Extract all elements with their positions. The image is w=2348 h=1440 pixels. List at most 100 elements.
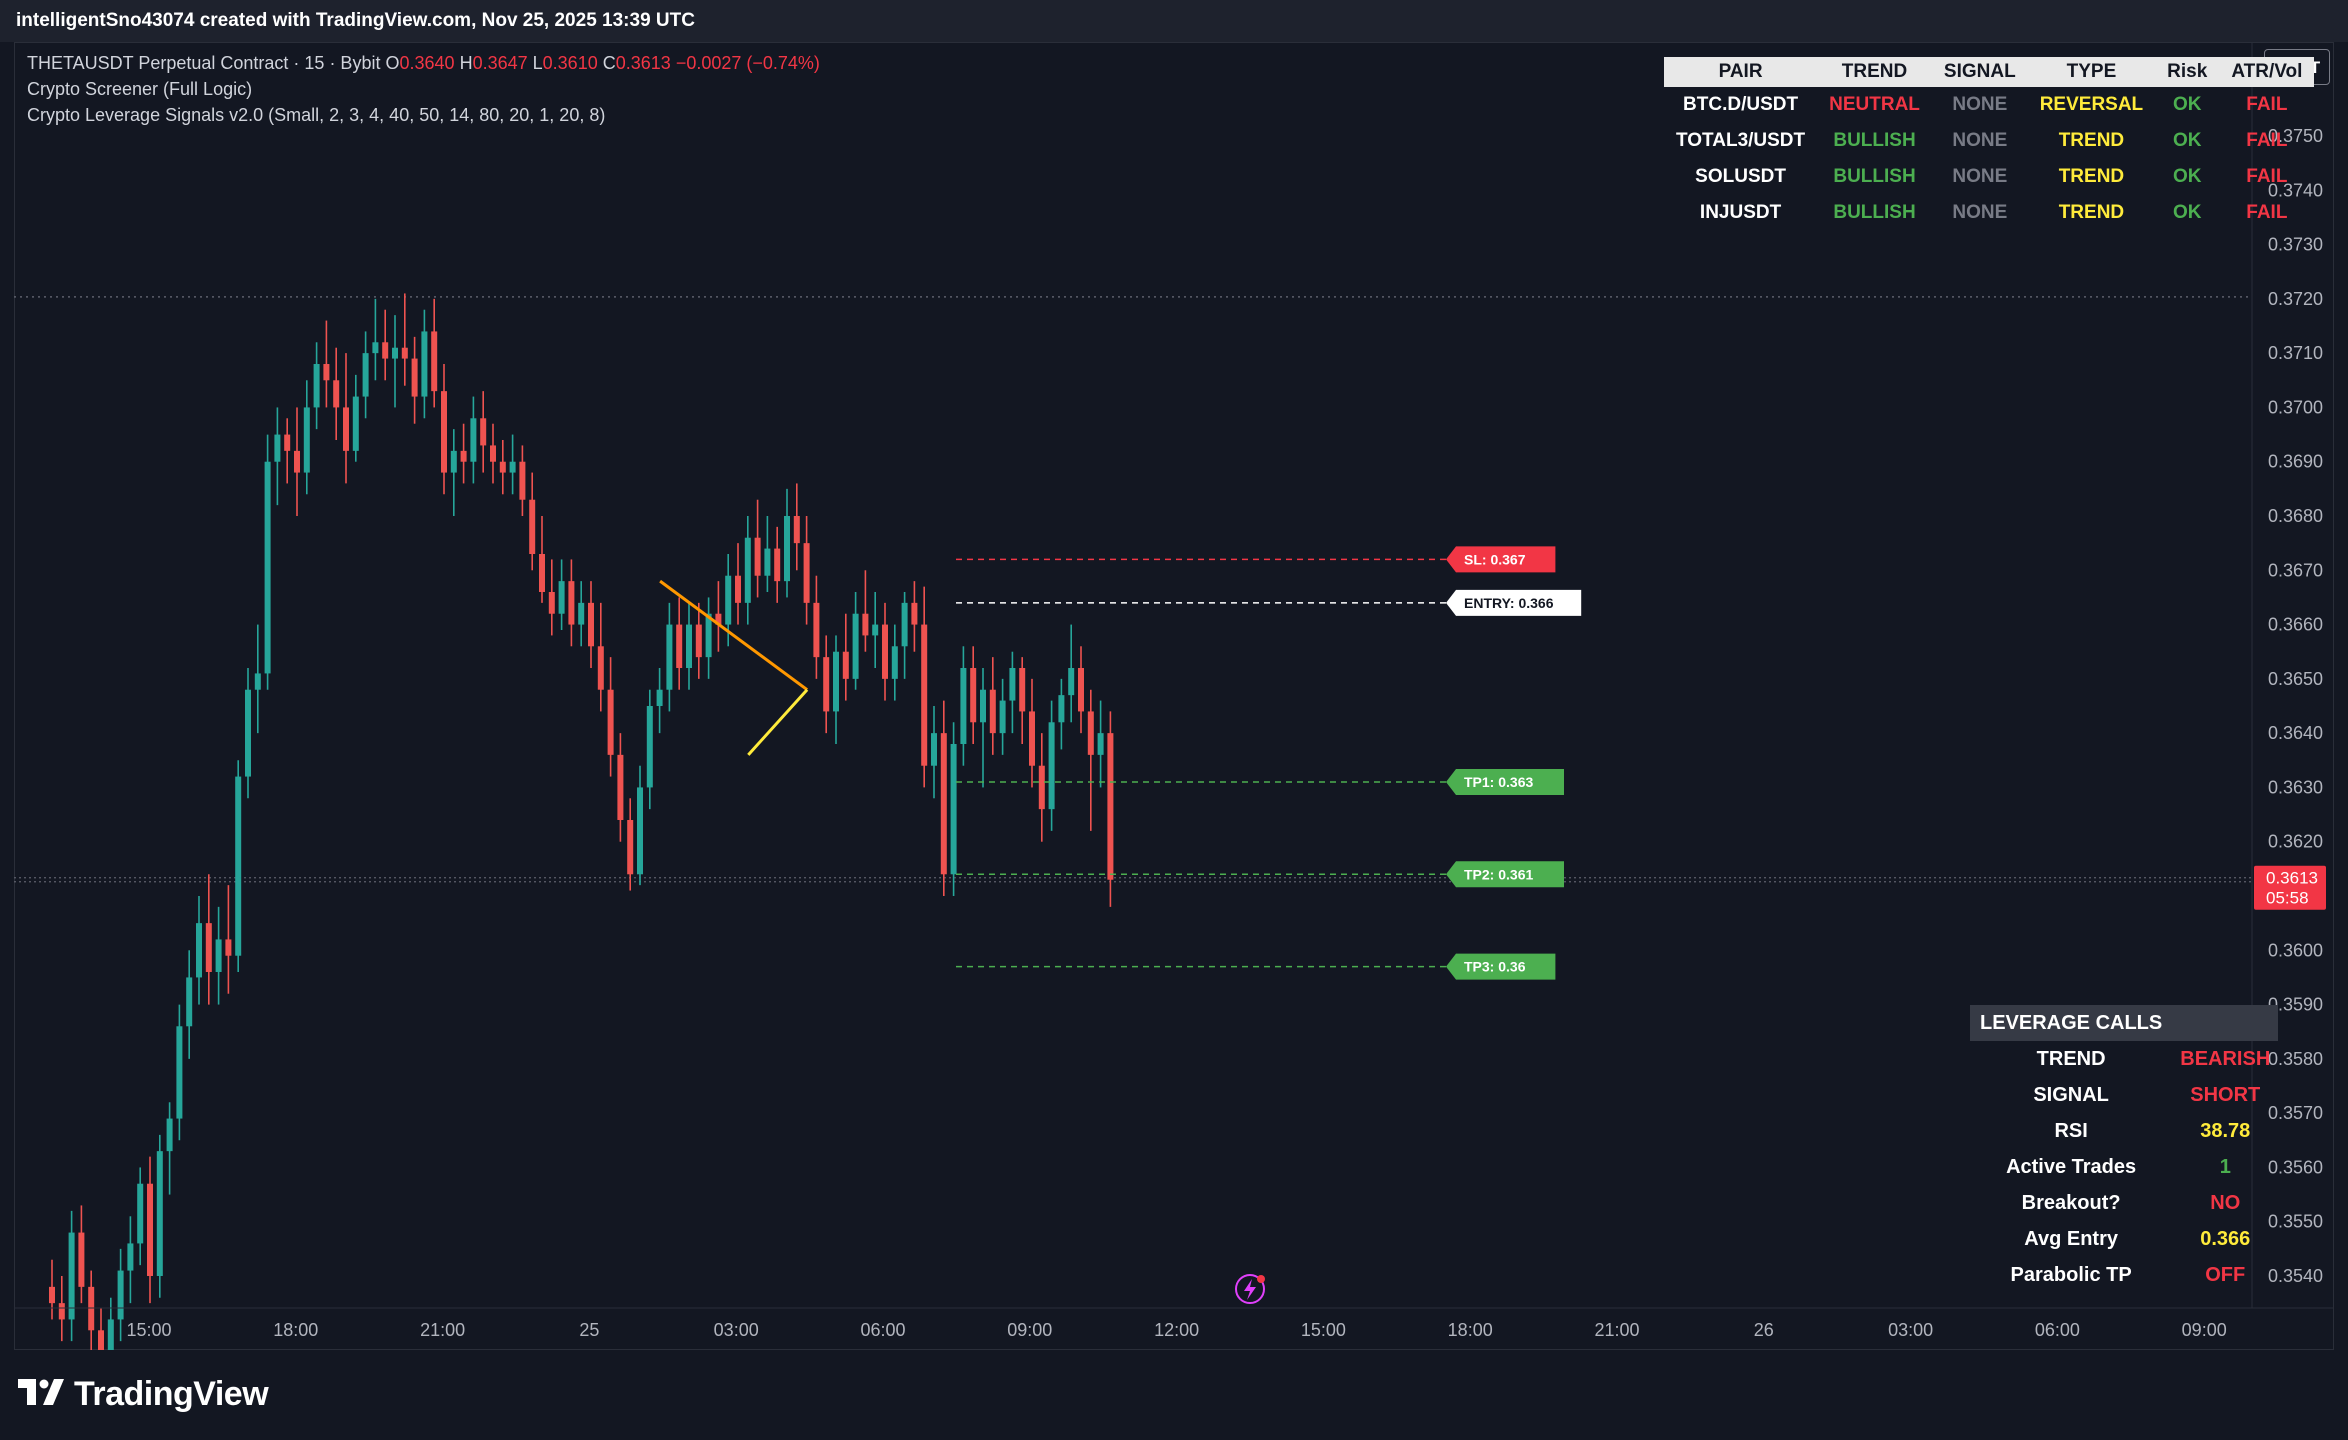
bearish-candle bbox=[548, 559, 555, 636]
screener-row: INJUSDT BULLISH NONE TREND OK FAIL bbox=[1664, 195, 2314, 231]
candle-body bbox=[715, 613, 722, 625]
bullish-candle bbox=[656, 668, 663, 734]
indicator-screener[interactable]: Crypto Screener (Full Logic) bbox=[27, 79, 253, 99]
bearish-candle bbox=[921, 586, 928, 788]
candle-body bbox=[1107, 733, 1114, 880]
screener-table: PAIR TREND SIGNAL TYPE Risk ATR/Vol BTC.… bbox=[1664, 57, 2315, 231]
candle-body bbox=[558, 581, 565, 614]
level-label: TP3: 0.36 bbox=[1464, 959, 1526, 975]
screener-trend: NEUTRAL bbox=[1829, 94, 1920, 115]
time-tick-label: 21:00 bbox=[1594, 1320, 1639, 1340]
candle-body bbox=[833, 651, 839, 712]
candle-body bbox=[999, 700, 1006, 734]
candle-body bbox=[676, 624, 683, 668]
candle-body bbox=[940, 733, 947, 875]
level-tag bbox=[1446, 589, 1582, 616]
price-tick-label: 0.3590 bbox=[2268, 995, 2323, 1015]
leverage-key: SIGNAL bbox=[2033, 1083, 2109, 1106]
candle-body bbox=[666, 624, 673, 690]
candle-body bbox=[127, 1243, 134, 1271]
bullish-candle bbox=[176, 1004, 183, 1141]
candle-body bbox=[352, 396, 359, 451]
bearish-candle bbox=[147, 1156, 153, 1304]
bullish-candle bbox=[833, 635, 839, 744]
bullish-candle bbox=[1058, 678, 1065, 750]
candle-body bbox=[764, 548, 771, 576]
bearish-candle bbox=[499, 440, 506, 495]
candle-body bbox=[499, 461, 506, 473]
time-tick-label: 25 bbox=[579, 1320, 599, 1340]
candle-body bbox=[411, 358, 418, 397]
candle-body bbox=[970, 668, 977, 723]
bearish-candle bbox=[588, 581, 594, 668]
bullish-candle bbox=[372, 298, 379, 381]
last-price-tag bbox=[2254, 865, 2326, 910]
leverage-row: Avg Entry 0.366 bbox=[1970, 1221, 2278, 1257]
candle-body bbox=[872, 624, 879, 636]
price-tick-label: 0.3670 bbox=[2268, 560, 2323, 580]
time-tick-label: 03:00 bbox=[714, 1320, 759, 1340]
bearish-candle bbox=[78, 1205, 85, 1304]
bullish-candle bbox=[558, 559, 565, 630]
candle-body bbox=[401, 347, 408, 359]
candle-body bbox=[58, 1303, 65, 1320]
bullish-candle bbox=[509, 434, 516, 495]
leverage-row: SIGNAL SHORT bbox=[1970, 1077, 2278, 1113]
bearish-candle bbox=[695, 602, 702, 679]
bearish-candle bbox=[411, 336, 418, 424]
candle-body bbox=[186, 977, 193, 1027]
tradingview-logo-text: TradingView bbox=[74, 1374, 269, 1413]
candle-body bbox=[695, 624, 702, 658]
bearish-candle bbox=[803, 516, 810, 625]
bullish-candle bbox=[421, 309, 428, 419]
screener-atr: FAIL bbox=[2246, 166, 2288, 187]
time-tick-label: 26 bbox=[1754, 1320, 1774, 1340]
screener-risk: OK bbox=[2172, 130, 2202, 151]
leverage-row: Active Trades 1 bbox=[1970, 1149, 2278, 1185]
candle-body bbox=[539, 554, 545, 592]
price-tick-label: 0.3540 bbox=[2268, 1266, 2323, 1286]
candle-body bbox=[450, 450, 457, 473]
candle-body bbox=[49, 1286, 55, 1304]
leverage-row: RSI 38.78 bbox=[1970, 1113, 2278, 1149]
candle-body bbox=[274, 434, 281, 462]
candle-body bbox=[1097, 733, 1104, 755]
ohlc-high: 0.3647 bbox=[472, 53, 528, 73]
bullish-candle bbox=[352, 374, 359, 462]
bullish-candle bbox=[960, 646, 967, 766]
price-tick-label: 0.3600 bbox=[2268, 940, 2323, 960]
candle-body bbox=[656, 689, 663, 706]
screener-atr: FAIL bbox=[2246, 202, 2288, 223]
level-tag bbox=[1446, 861, 1564, 888]
bearish-candle bbox=[98, 1308, 104, 1350]
price-tick-label: 0.3730 bbox=[2268, 235, 2323, 255]
bullish-candle bbox=[450, 429, 457, 516]
candle-body bbox=[460, 450, 467, 462]
candle-body bbox=[646, 706, 653, 788]
candle-body bbox=[107, 1319, 114, 1350]
ohlc-open: 0.3640 bbox=[399, 53, 455, 73]
candle-body bbox=[568, 581, 575, 625]
bullish-candle bbox=[950, 722, 957, 896]
tradingview-logo[interactable]: TradingView bbox=[18, 1372, 269, 1416]
candle-body bbox=[480, 418, 487, 446]
price-tick-label: 0.3650 bbox=[2268, 669, 2323, 689]
symbol-line: THETAUSDT Perpetual Contract · 15 · Bybi… bbox=[27, 50, 820, 76]
attribution-text: intelligentSno43074 created with Trading… bbox=[16, 10, 695, 31]
bearish-candle bbox=[842, 613, 849, 701]
level-tag bbox=[1446, 769, 1564, 795]
candle-body bbox=[989, 689, 996, 734]
candle-body bbox=[313, 364, 320, 408]
candle-body bbox=[686, 624, 692, 668]
candlestick-chart[interactable]: SL: 0.367 ENTRY: 0.366 TP1: 0.363 TP2: 0.36… bbox=[0, 0, 2348, 1350]
indicator-leverage-signals[interactable]: Crypto Leverage Signals v2.0 (Small, 2, … bbox=[27, 105, 606, 125]
candle-body bbox=[617, 754, 624, 820]
bearish-candle bbox=[1078, 646, 1084, 734]
candle-body bbox=[1029, 711, 1035, 766]
symbol-title[interactable]: THETAUSDT Perpetual Contract · 15 · Bybi… bbox=[27, 53, 381, 73]
time-tick-label: 06:00 bbox=[860, 1320, 905, 1340]
leverage-value: 0.366 bbox=[2200, 1227, 2251, 1250]
screener-row: SOLUSDT BULLISH NONE TREND OK FAIL bbox=[1664, 159, 2314, 195]
bullish-candle bbox=[313, 342, 320, 430]
candle-body bbox=[1058, 695, 1065, 723]
